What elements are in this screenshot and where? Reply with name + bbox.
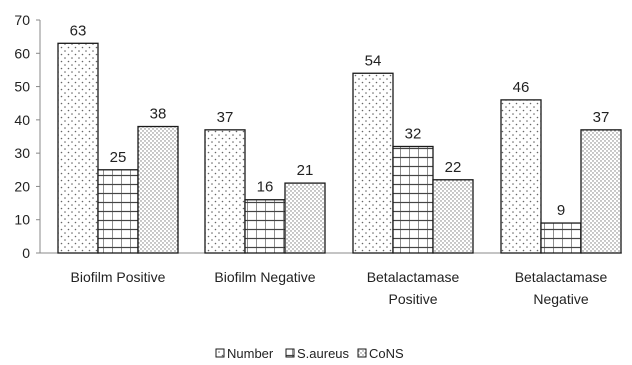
bar-cons-2 bbox=[432, 179, 474, 254]
data-label: 38 bbox=[150, 106, 167, 123]
data-label: 22 bbox=[445, 159, 462, 176]
bar-s-aureus-3 bbox=[540, 222, 582, 254]
bar-number-0 bbox=[57, 42, 99, 254]
y-tick-label: 60 bbox=[14, 45, 30, 61]
category-labels-group: Biofilm Positive Biofilm Negative Betalact… bbox=[71, 269, 608, 307]
y-tick-label: 30 bbox=[14, 145, 30, 161]
y-tick-label: 10 bbox=[14, 212, 30, 228]
legend-swatch bbox=[285, 348, 295, 358]
bar-s-aureus-2 bbox=[392, 145, 434, 254]
category-label: Betalactamase Positive bbox=[367, 269, 460, 307]
data-label: 25 bbox=[110, 149, 127, 166]
bar-cons-0 bbox=[137, 125, 179, 254]
data-label: 37 bbox=[593, 109, 610, 126]
data-label: 37 bbox=[217, 109, 234, 126]
y-tick-label: 0 bbox=[22, 245, 30, 261]
data-label: 46 bbox=[513, 79, 530, 96]
legend-label: Number bbox=[227, 346, 274, 361]
legend-label: S.aureus bbox=[297, 346, 350, 361]
data-label: 9 bbox=[557, 202, 565, 219]
legend-swatch bbox=[215, 348, 225, 358]
bars-group bbox=[57, 42, 622, 254]
y-tick-label: 20 bbox=[14, 178, 30, 194]
legend-label: CoNS bbox=[369, 346, 404, 361]
category-label: Biofilm Negative bbox=[214, 269, 315, 285]
data-label: 21 bbox=[297, 162, 314, 179]
y-tick-label: 50 bbox=[14, 79, 30, 95]
legend-swatch bbox=[357, 348, 367, 358]
category-label: Biofilm Positive bbox=[71, 269, 166, 285]
data-label: 54 bbox=[365, 52, 382, 69]
bar-s-aureus-0 bbox=[97, 169, 139, 254]
data-label: 16 bbox=[257, 179, 274, 196]
data-labels-group: 63 37 54 46 25 16 32 9 38 21 22 37 bbox=[70, 22, 610, 219]
data-label: 63 bbox=[70, 22, 87, 39]
category-label: Betalactamase Negative bbox=[515, 269, 608, 307]
bar-cons-3 bbox=[580, 129, 622, 254]
y-tick-label: 40 bbox=[14, 112, 30, 128]
y-tick-label: 70 bbox=[14, 12, 30, 28]
bar-cons-1 bbox=[284, 182, 326, 254]
bar-s-aureus-1 bbox=[244, 199, 286, 254]
bar-number-1 bbox=[204, 129, 246, 254]
legend: Number S.aureus CoNS bbox=[215, 346, 404, 361]
data-label: 32 bbox=[405, 125, 422, 142]
bar-number-3 bbox=[500, 99, 542, 254]
bar-number-2 bbox=[352, 72, 394, 254]
